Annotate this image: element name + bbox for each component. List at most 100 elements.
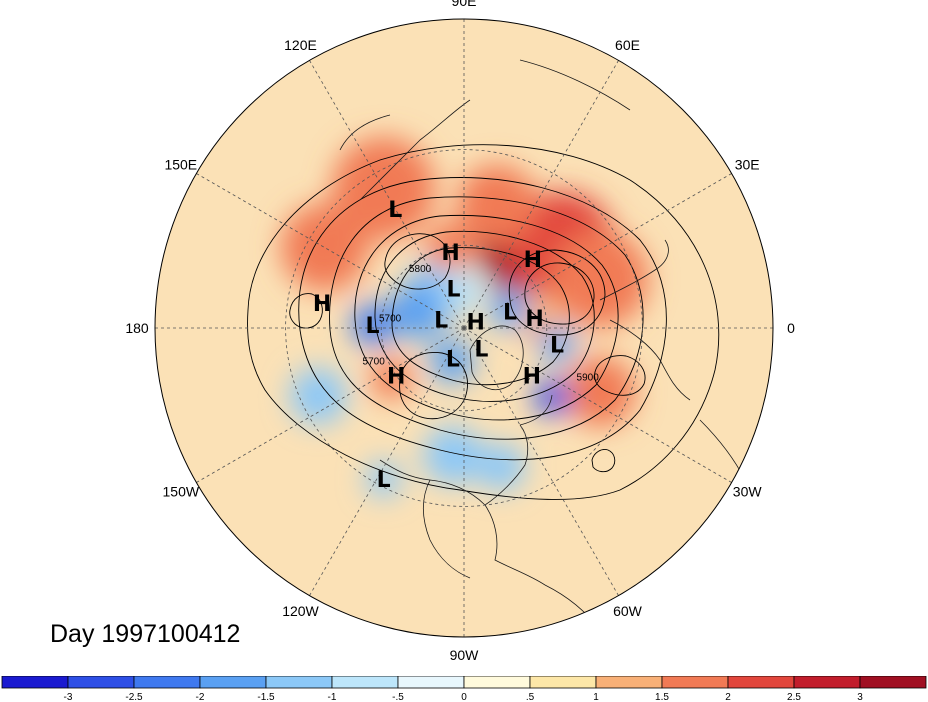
height-contour <box>594 355 646 396</box>
colorbar-swatch <box>1 676 69 689</box>
anomaly-blob <box>565 356 636 427</box>
colorbar-tick-label: 3 <box>857 692 863 702</box>
colorbar-swatch <box>397 676 465 689</box>
anomaly-blob <box>281 203 369 292</box>
colorbar-swatch <box>793 676 861 689</box>
colorbar-swatch <box>67 676 135 689</box>
colorbar-tick-label: .5 <box>526 692 535 702</box>
colorbar-tick-label: 0 <box>461 692 467 702</box>
graticule <box>155 19 773 637</box>
longitude-labels: 90E 60E 30E 0 30W 60W 90W 120W 150W 180 150E 120E <box>125 0 795 660</box>
colorbar-swatch <box>595 676 663 689</box>
longitude-label: 150E <box>164 157 197 173</box>
colorbar-tick-label: 2.5 <box>787 692 801 702</box>
colorbar-tick-label: 1.5 <box>655 692 669 702</box>
height-contour <box>508 249 606 336</box>
latitude-circle <box>285 149 643 507</box>
colorbar-swatch <box>133 676 201 689</box>
anomaly-blob <box>429 339 475 384</box>
colorbar-swatch <box>331 676 399 689</box>
height-contour <box>524 262 595 325</box>
colorbar-tick-label: -1 <box>328 692 337 702</box>
low-pressure-label: L <box>446 278 460 303</box>
anomaly-blob <box>539 326 576 363</box>
longitude-label: 120E <box>284 37 317 53</box>
colorbar-tick-label: 2 <box>725 692 731 702</box>
low-pressure-label: L <box>366 314 380 339</box>
anomaly-blob <box>365 461 402 498</box>
low-pressure-label: L <box>446 348 460 373</box>
anomaly-blob <box>423 426 483 485</box>
low-pressure-label: L <box>474 338 488 363</box>
colorbar-swatch <box>859 676 927 689</box>
contour-value-label: 5700 <box>363 356 386 367</box>
colorbar-swatch <box>463 676 531 689</box>
anomaly-blob <box>550 229 649 328</box>
anomaly-blob <box>389 283 447 340</box>
height-contour <box>384 233 451 290</box>
longitude-label: 30W <box>733 484 763 500</box>
height-contour <box>298 177 667 461</box>
high-pressure-label: H <box>387 364 405 389</box>
colorbar-tick-label: -.5 <box>392 692 404 702</box>
coastline-asia <box>339 59 631 201</box>
anomaly-blob <box>370 358 413 400</box>
high-pressure-label: H <box>441 241 459 266</box>
colorbar-tick-label: 1 <box>593 692 599 702</box>
longitude-label: 60W <box>613 603 643 619</box>
longitude-label: 0 <box>787 320 795 336</box>
date-label: Day 1997100412 <box>50 620 241 648</box>
contour-value-label: 5800 <box>409 264 432 275</box>
longitude-label: 120W <box>282 603 319 619</box>
anomaly-blob <box>426 222 474 271</box>
height-contour <box>399 352 468 420</box>
longitude-label: 180 <box>125 320 149 336</box>
anomaly-blob <box>449 269 486 306</box>
longitude-label: 150W <box>163 484 200 500</box>
anomaly-blob <box>351 303 394 346</box>
colorbar-swatch <box>529 676 597 689</box>
contour-value-label: 5900 <box>577 372 600 383</box>
longitude-label: 60E <box>615 37 640 53</box>
longitude-label: 30E <box>735 157 760 173</box>
low-pressure-label: L <box>503 300 517 325</box>
colorbar-swatch <box>727 676 795 689</box>
height-contour <box>329 196 644 440</box>
low-pressure-label: L <box>434 309 448 334</box>
height-contour <box>247 144 720 500</box>
longitude-label: 90W <box>450 647 480 660</box>
high-pressure-label: H <box>524 248 542 273</box>
low-pressure-label: L <box>388 198 402 223</box>
colorbar-tick-label: -2.5 <box>125 692 143 702</box>
colorbar-swatch <box>265 676 333 689</box>
height-contour <box>289 293 323 329</box>
anomaly-blob <box>289 367 347 425</box>
anomaly-blob <box>477 443 525 491</box>
latitude-circle <box>380 244 548 412</box>
height-contour <box>354 214 619 421</box>
contour-labels: 5800 5700 5700 5900 <box>363 264 600 384</box>
anomaly-blob <box>457 164 537 245</box>
map-boundary <box>154 18 774 638</box>
high-pressure-label: H <box>466 310 484 335</box>
contour-value-label: 5700 <box>379 314 402 325</box>
coastline-greenland <box>469 325 524 390</box>
anomaly-blob <box>534 379 571 416</box>
height-contour <box>591 449 616 473</box>
high-pressure-label: H <box>525 307 543 332</box>
coastline-europe <box>599 239 691 401</box>
low-pressure-label: L <box>550 333 564 358</box>
colorbar-swatch <box>661 676 729 689</box>
geopotential-height-contours <box>247 144 720 500</box>
colorbar-swatch <box>199 676 267 689</box>
anomaly-blob <box>489 290 529 330</box>
colorbar-tick-label: -1.5 <box>257 692 275 702</box>
height-contour <box>391 247 570 386</box>
colorbar-tick-label: -2 <box>196 692 205 702</box>
colorbar: -3 -2.5 -2 -1.5 -1 -.5 0 .5 1 1.5 2 2.5 3 <box>1 676 927 702</box>
longitude-label: 90E <box>452 0 477 9</box>
low-pressure-label: L <box>377 468 391 493</box>
high-pressure-label: H <box>313 292 331 317</box>
colorbar-tick-label: -3 <box>64 692 73 702</box>
